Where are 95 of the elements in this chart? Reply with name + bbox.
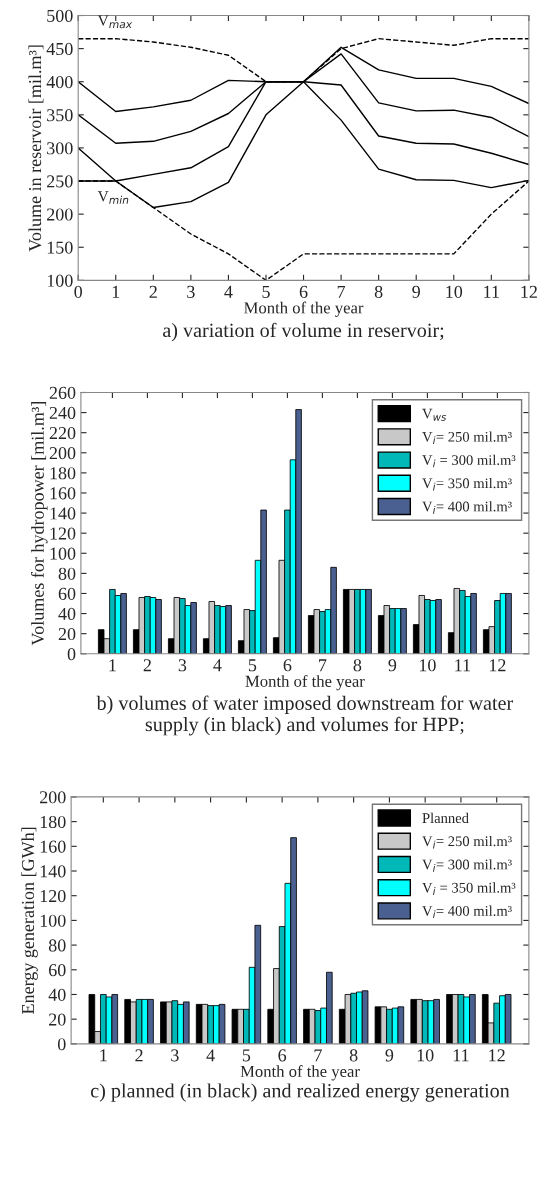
x-axis-title: Month of the year: [245, 675, 365, 691]
x-tick-label: 8: [374, 285, 383, 298]
x-tick-label: 1: [109, 659, 116, 672]
legend-label: V$_{i}$= 250 mil.m³: [422, 835, 512, 849]
y-tick-label: 150: [47, 241, 73, 254]
y-tick-label: 80: [58, 567, 76, 580]
y-tick-label: 0: [67, 648, 76, 661]
bar: [446, 994, 453, 1044]
y-tick-label: 260: [49, 386, 76, 399]
y-tick-label: 20: [58, 627, 76, 641]
y-tick-label: 250: [47, 175, 73, 188]
x-tick-label: 2: [149, 285, 157, 298]
y-tick-label: 20: [49, 1013, 66, 1026]
legend-label: V$_{i}$= 300 mil.m³: [422, 859, 512, 872]
x-axis-title: Month of the year: [240, 1065, 360, 1081]
x-tick-label: 11: [455, 659, 470, 672]
y-tick-label: 180: [50, 467, 76, 480]
x-tick-label: 4: [213, 659, 222, 672]
y-tick-label: 140: [40, 865, 66, 878]
x-tick-label: 7: [319, 659, 327, 672]
bar: [481, 994, 489, 1044]
text: b) volumes of water imposed downstream for water supply (in black) and volumes for HPP;: [96, 695, 514, 736]
x-tick-label: 10: [419, 659, 436, 672]
x-tick-label: 10: [417, 1049, 434, 1062]
y-tick-label: 500: [47, 9, 73, 22]
x-tick-label: 5: [262, 285, 270, 298]
x-axis-title: Month of the year: [244, 301, 364, 317]
x-tick-label: 4: [224, 285, 233, 298]
y-tick-label: 0: [57, 1038, 66, 1051]
bar: [160, 1001, 167, 1044]
legend-label: V$_{i}$ = 350 mil.m³: [422, 882, 516, 895]
x-tick-label: 12: [521, 285, 537, 298]
y-axis-title: Volume in reservoir [mil.m³]: [28, 45, 44, 252]
legend-label: V$_{i}$= 350 mil.m³: [422, 477, 512, 491]
legend-label: V$_{i}$= 400 mil.m³: [422, 905, 512, 919]
x-tick-label: 1: [100, 1049, 107, 1062]
y-tick-label: 200: [47, 208, 73, 221]
y-tick-label: 350: [47, 109, 73, 122]
bar: [88, 994, 96, 1044]
annotation: V$_{max}$: [97, 15, 133, 29]
y-tick-label: 220: [49, 426, 76, 440]
y-axis-title: Volumes for hydropower [mil.m³]: [30, 402, 48, 646]
y-tick-label: 200: [39, 791, 66, 804]
y-tick-label: 140: [50, 507, 76, 520]
x-tick-label: 5: [242, 1049, 251, 1062]
x-tick-label: 3: [187, 285, 195, 298]
x-tick-label: 3: [178, 659, 187, 672]
y-tick-label: 60: [48, 964, 66, 977]
y-tick-label: 40: [58, 607, 76, 621]
text: c) planned (in black) and realized energy generation: [90, 1083, 510, 1102]
y-tick-label: 120: [40, 889, 66, 903]
x-tick-label: 12: [489, 1049, 505, 1062]
y-tick-label: 200: [49, 447, 76, 460]
x-tick-label: 9: [412, 285, 420, 298]
y-tick-label: 450: [46, 42, 73, 56]
x-tick-label: 9: [388, 659, 397, 672]
y-tick-label: 240: [49, 406, 76, 420]
y-tick-label: 40: [48, 988, 66, 1001]
x-tick-label: 9: [385, 1049, 394, 1062]
x-tick-label: 5: [248, 659, 257, 672]
x-tick-label: 7: [337, 285, 346, 298]
legend-label: V$_{i}$= 400 mil.m³: [422, 501, 512, 514]
y-axis-title: Energy generation [GWh]: [21, 827, 38, 1014]
y-tick-label: 80: [48, 939, 66, 952]
y-tick-label: 300: [47, 142, 73, 155]
y-tick-label: 60: [58, 587, 76, 600]
y-tick-label: 160: [40, 840, 66, 853]
x-tick-label: 11: [484, 285, 499, 298]
legend-label: V$_{i}$= 250 mil.m³: [422, 431, 512, 444]
y-tick-label: 100: [50, 547, 76, 560]
y-tick-label: 100: [40, 914, 66, 927]
x-tick-label: 11: [453, 1049, 469, 1062]
legend-label: Planned: [422, 812, 469, 824]
y-tick-label: 400: [46, 75, 73, 89]
x-tick-label: 3: [171, 1049, 179, 1062]
y-tick-label: 180: [40, 815, 66, 829]
x-tick-label: 1: [112, 285, 120, 298]
y-tick-label: 120: [50, 527, 76, 540]
text: a) variation of volume in reservoir;: [163, 322, 444, 342]
x-tick-label: 10: [446, 285, 463, 298]
annotation: V$_{min}$: [97, 191, 129, 204]
x-tick-label: 6: [283, 659, 292, 672]
y-tick-label: 160: [50, 487, 76, 500]
x-tick-label: 7: [314, 1049, 322, 1062]
x-tick-label: 8: [349, 1049, 358, 1062]
legend-label: V$_{i}$ = 300 mil.m³: [422, 454, 516, 468]
x-tick-label: 6: [278, 1049, 287, 1062]
x-tick-label: 4: [206, 1049, 215, 1062]
x-tick-label: 12: [489, 659, 506, 672]
y-tick-label: 100: [47, 274, 73, 287]
legend-label: V$_{ws}$: [422, 408, 447, 421]
x-tick-label: 6: [299, 285, 308, 298]
x-tick-label: 2: [135, 1049, 143, 1062]
x-tick-label: 2: [143, 659, 151, 672]
x-tick-label: 8: [353, 659, 362, 672]
